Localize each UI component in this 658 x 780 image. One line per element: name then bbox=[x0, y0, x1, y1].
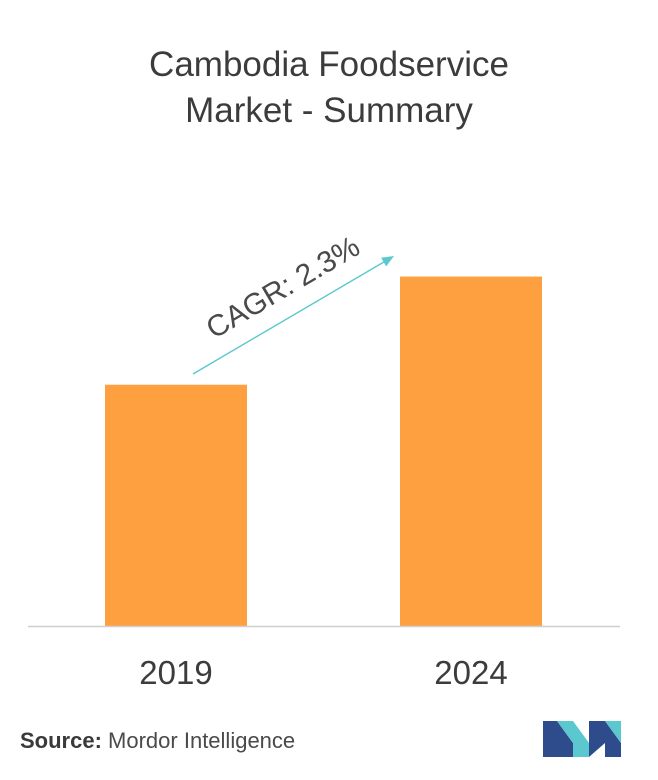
bar-2019 bbox=[105, 384, 247, 626]
source-text: Mordor Intelligence bbox=[108, 728, 296, 753]
mordor-intelligence-logo-icon bbox=[543, 721, 621, 757]
cagr-arrow-head bbox=[381, 256, 394, 267]
cagr-arrow-line bbox=[192, 259, 388, 375]
chart-title-line-2: Market - Summary bbox=[185, 91, 473, 130]
source-label: Source: bbox=[20, 728, 102, 753]
x-tick-label-2024: 2024 bbox=[434, 654, 507, 691]
chart-title: Cambodia Foodservice Market - Summary bbox=[0, 42, 658, 134]
x-tick-label-2019: 2019 bbox=[139, 654, 212, 691]
chart-title-line-1: Cambodia Foodservice bbox=[149, 45, 509, 84]
bar-2024 bbox=[400, 276, 542, 626]
source-note: Source: Mordor Intelligence bbox=[20, 728, 295, 754]
